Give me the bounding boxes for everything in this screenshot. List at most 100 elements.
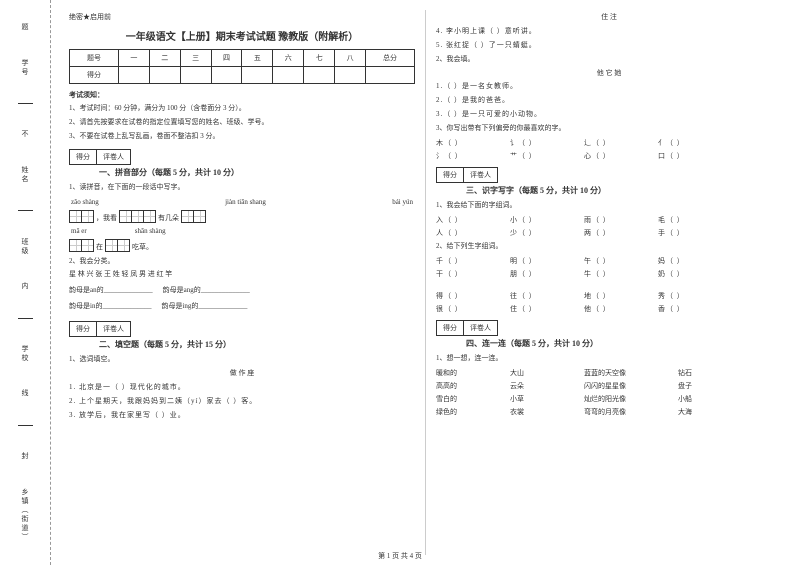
secret-label: 绝密★启用前	[69, 12, 415, 22]
match-item[interactable]: 衣裳	[510, 407, 580, 417]
match-item[interactable]: 云朵	[510, 381, 580, 391]
bind-mark: 题	[20, 23, 30, 32]
bind-field: 学号	[20, 59, 30, 77]
q-text: 1、我会给下面的字组词。	[436, 200, 782, 212]
blank-line[interactable]: 韵母是ing的______________	[161, 301, 247, 313]
fill-item[interactable]: 1.（ ）是一名女教师。	[436, 81, 782, 93]
word-item[interactable]: 他（ ）	[584, 304, 654, 314]
page-footer: 第 1 页 共 4 页	[378, 551, 422, 561]
match-item[interactable]: 钻石	[678, 368, 748, 378]
fill-item[interactable]: 5. 张红捉（ ）了一只蜻蜓。	[436, 40, 782, 52]
left-column: 绝密★启用前 一年级语文【上册】期末考试试题 豫教版（附解析） 题号一二三四五六…	[59, 10, 426, 555]
match-item[interactable]: 小草	[510, 394, 580, 404]
radical-item[interactable]: 心（ ）	[584, 151, 654, 161]
char-grid[interactable]	[105, 239, 130, 252]
text: 在	[96, 242, 103, 252]
q-text: 2、我会分类。	[69, 256, 415, 268]
word-item[interactable]: 手（ ）	[658, 228, 728, 238]
char-grid[interactable]	[119, 210, 156, 223]
word-item[interactable]: 地（ ）	[584, 291, 654, 301]
q-text: 2、我会填。	[436, 54, 782, 66]
text: 有几朵	[158, 213, 179, 223]
bind-field: 班级	[20, 238, 30, 256]
word-item[interactable]: 午（ ）	[584, 256, 654, 266]
char-grid[interactable]	[69, 210, 94, 223]
fill-item[interactable]: 2. 上个星期天，我跟妈妈到二姨（yí）家去（ ）客。	[69, 396, 415, 408]
match-item[interactable]: 灿烂的阳光像	[584, 394, 674, 404]
fill-item[interactable]: 2.（ ）是我的爸爸。	[436, 95, 782, 107]
q-text: 2、给下列生字组词。	[436, 241, 782, 253]
match-item[interactable]: 大海	[678, 407, 748, 417]
char-grid[interactable]	[181, 210, 206, 223]
radical-item[interactable]: 氵（ ）	[436, 151, 506, 161]
match-item[interactable]: 小船	[678, 394, 748, 404]
word-item[interactable]: 小（ ）	[510, 215, 580, 225]
word-item[interactable]: 入（ ）	[436, 215, 506, 225]
word-item[interactable]: 很（ ）	[436, 304, 506, 314]
radical-item[interactable]: 亻（ ）	[658, 138, 728, 148]
match-item[interactable]: 大山	[510, 368, 580, 378]
grade-box: 得分评卷人	[436, 320, 782, 336]
text: ，我看	[96, 213, 117, 223]
pinyin: mǎ er	[71, 227, 87, 235]
notice-heading: 考试须知：	[69, 90, 415, 100]
word-item[interactable]: 奶（ ）	[658, 269, 728, 279]
blank-line[interactable]: 韵母是an的______________	[69, 285, 153, 297]
grade-box: 得分评卷人	[69, 149, 415, 165]
radical-item[interactable]: 木（ ）	[436, 138, 506, 148]
fill-item[interactable]: 4. 李小明上课（ ）意听讲。	[436, 26, 782, 38]
blank-line[interactable]: 韵母是in的______________	[69, 301, 151, 313]
q-text: 1、选词填空。	[69, 354, 415, 366]
word-item[interactable]: 雨（ ）	[584, 215, 654, 225]
word-item[interactable]: 人（ ）	[436, 228, 506, 238]
word-item[interactable]: 明（ ）	[510, 256, 580, 266]
exam-title: 一年级语文【上册】期末考试试题 豫教版（附解析）	[69, 28, 415, 43]
bind-field: 姓名	[20, 166, 30, 184]
char-grid[interactable]	[69, 239, 94, 252]
bind-mark: 内	[20, 282, 30, 291]
radical-item[interactable]: 讠（ ）	[510, 138, 580, 148]
word-item[interactable]: 牛（ ）	[584, 269, 654, 279]
word-item[interactable]: 少（ ）	[510, 228, 580, 238]
binding-edge: 题 学号 不 姓名 班级 内 学校 线 封 乡镇（街道）	[0, 0, 51, 565]
radical-item[interactable]: 辶（ ）	[584, 138, 654, 148]
word-item[interactable]: 毛（ ）	[658, 215, 728, 225]
bind-mark: 封	[20, 452, 30, 461]
word-item[interactable]: 往（ ）	[510, 291, 580, 301]
notice-item: 3、不要在试卷上乱写乱画，卷面不整洁扣 3 分。	[69, 131, 415, 143]
match-item[interactable]: 绿色的	[436, 407, 506, 417]
match-item[interactable]: 弯弯的月亮像	[584, 407, 674, 417]
notice-item: 1、考试时间：60 分钟，满分为 100 分（含卷面分 3 分）。	[69, 103, 415, 115]
match-item[interactable]: 暖和的	[436, 368, 506, 378]
word-item[interactable]: 香（ ）	[658, 304, 728, 314]
match-item[interactable]: 蓝蓝的天空像	[584, 368, 674, 378]
word-item[interactable]: 得（ ）	[436, 291, 506, 301]
word-item[interactable]: 住（ ）	[510, 304, 580, 314]
fill-item[interactable]: 3. 放学后，我在家里写（ ）业。	[69, 410, 415, 422]
blank-line[interactable]: 韵母是ang的______________	[163, 285, 250, 297]
section-1-title: 一、拼音部分（每题 5 分，共计 10 分）	[99, 167, 415, 178]
match-item[interactable]: 高高的	[436, 381, 506, 391]
fill-item[interactable]: 1. 北京是一（ ）现代化的城市。	[69, 382, 415, 394]
section-4-title: 四、连一连（每题 5 分，共计 10 分）	[466, 338, 782, 349]
radical-item[interactable]: 艹（ ）	[510, 151, 580, 161]
q-text: 1、想一想，连一连。	[436, 353, 782, 365]
bind-line	[18, 103, 33, 104]
match-item[interactable]: 雪白的	[436, 394, 506, 404]
radical-item[interactable]: 口（ ）	[658, 151, 728, 161]
score-table: 题号一二三四五六七八总分 得分	[69, 49, 415, 84]
pinyin: bái yún	[392, 198, 413, 206]
section-2-title: 二、填空题（每题 5 分，共计 15 分）	[99, 339, 415, 350]
word-item[interactable]: 两（ ）	[584, 228, 654, 238]
fill-item[interactable]: 3.（ ）是一只可爱的小动物。	[436, 109, 782, 121]
bind-mark: 线	[20, 389, 30, 398]
q-text: 1、读拼音，在下面的一段话中写字。	[69, 182, 415, 194]
word-item[interactable]: 千（ ）	[436, 256, 506, 266]
word-item[interactable]: 朋（ ）	[510, 269, 580, 279]
match-item[interactable]: 闪闪的星星像	[584, 381, 674, 391]
bind-field: 乡镇（街道）	[20, 488, 30, 542]
word-item[interactable]: 秀（ ）	[658, 291, 728, 301]
word-item[interactable]: 妈（ ）	[658, 256, 728, 266]
match-item[interactable]: 盘子	[678, 381, 748, 391]
word-item[interactable]: 干（ ）	[436, 269, 506, 279]
